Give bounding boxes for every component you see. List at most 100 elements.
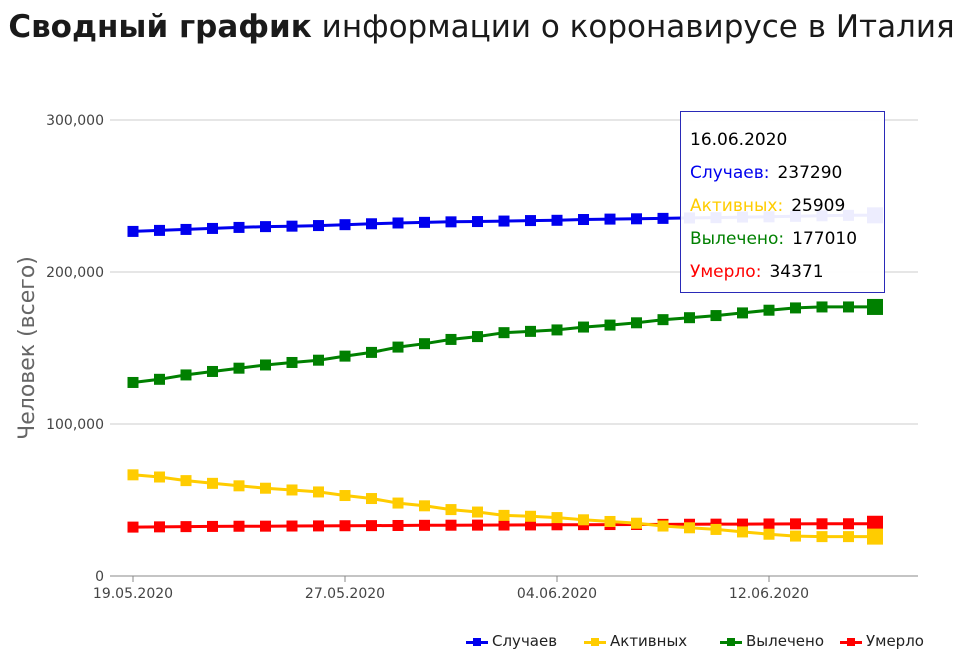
data-point-recovered [631,317,642,329]
data-point-recovered [816,301,828,313]
data-point-cases [551,214,563,226]
data-point-recovered [313,354,324,366]
data-point-cases [525,215,536,227]
legend-swatch-recovered [720,637,742,647]
tooltip-cases-value: 237290 [777,163,843,183]
tooltip-deaths-row: Умерло: 34371 [690,256,884,289]
chart-title-bold: Сводный график [8,9,312,45]
legend-label-active: Активных [610,632,688,650]
data-point-deaths [790,518,801,530]
legend-item-recovered[interactable]: Вылечено [720,632,824,650]
data-point-active [286,484,298,496]
data-point-cases [578,214,589,226]
tooltip-cases-row: Случаев: 237290 [690,157,884,190]
data-point-cases [286,220,298,232]
data-point-recovered [763,304,775,316]
legend-swatch-deaths [840,637,862,647]
data-point-active [392,497,404,509]
chart-title: Сводный график информации о коронавирусе… [0,4,963,50]
data-point-cases [392,217,404,229]
data-point-deaths [445,519,457,531]
x-tick-label: 12.06.2020 [729,586,809,602]
data-point-recovered [867,298,883,315]
data-point-recovered [154,373,165,385]
data-point-deaths [180,521,192,533]
data-point-active [525,510,536,522]
data-point-deaths [843,518,854,530]
data-point-deaths [498,519,510,531]
data-point-cases [445,216,457,228]
tooltip-deaths-value: 34371 [769,262,824,282]
data-point-active [816,531,828,543]
data-point-cases [366,218,377,230]
data-point-recovered [472,331,483,343]
data-point-recovered [790,302,801,314]
data-point-active [498,509,510,521]
data-point-active [790,530,801,542]
data-point-deaths [207,520,218,532]
data-point-active [578,514,589,526]
data-point-deaths [313,520,324,532]
data-point-recovered [339,350,351,362]
data-point-deaths [392,519,404,531]
data-point-active [260,482,271,494]
legend-label-recovered: Вылечено [746,632,825,650]
legend-item-deaths[interactable]: Умерло [840,632,924,650]
legend-swatch-active [584,637,606,647]
data-point-cases [339,219,351,231]
data-point-deaths [339,520,351,532]
data-point-cases [207,222,218,234]
data-point-active [366,493,377,505]
data-point-recovered [578,321,589,333]
data-point-cases [154,224,165,236]
data-point-cases [260,221,271,233]
y-tick-label: 100,000 [46,417,104,433]
data-point-recovered [737,307,748,319]
legend-item-active[interactable]: Активных [584,632,687,650]
data-point-deaths [366,520,377,532]
data-point-active [154,471,165,483]
data-point-active [657,520,669,532]
legend-swatch-cases [466,637,488,647]
legend-item-cases[interactable]: Случаев [466,632,557,650]
data-point-deaths [525,519,536,531]
y-axis-label: Человек (всего) [15,256,40,440]
data-point-deaths [154,521,165,533]
data-point-recovered [207,365,218,377]
data-point-active [207,477,218,489]
data-point-recovered [684,312,695,324]
data-point-deaths [419,519,430,531]
data-point-recovered [366,346,377,358]
tooltip-active-row: Активных: 25909 [690,190,884,223]
tooltip-deaths-label: Умерло: [690,262,762,282]
data-point-cases [472,216,483,228]
legend-label-cases: Случаев [492,632,558,650]
data-point-active [710,523,722,535]
data-point-cases [180,223,192,235]
tooltip-cases-label: Случаев: [690,163,770,183]
data-point-active [631,517,642,529]
data-point-recovered [551,324,563,336]
data-point-active [737,526,748,538]
data-point-active [684,522,695,534]
data-point-cases [313,220,324,232]
data-point-cases [631,213,642,225]
x-tick-label: 04.06.2020 [517,586,597,602]
data-point-active [127,469,139,481]
y-tick-label: 200,000 [46,265,104,281]
tooltip-active-value: 25909 [791,196,846,216]
tooltip-active-label: Активных: [690,196,784,216]
data-point-recovered [286,356,298,368]
tooltip-date: 16.06.2020 [690,130,788,150]
tooltip-recovered-label: Вылечено: [690,229,785,249]
data-point-recovered [260,359,271,371]
chart-tooltip: 16.06.2020 Случаев: 237290 Активных: 25909… [680,111,885,293]
y-tick-label: 300,000 [46,113,104,129]
data-point-recovered [525,325,536,337]
data-point-active [843,531,854,543]
tooltip-recovered-row: Вылечено: 177010 [690,223,884,256]
data-point-recovered [445,333,457,345]
data-point-deaths [816,518,828,530]
legend-label-deaths: Умерло [866,632,924,650]
